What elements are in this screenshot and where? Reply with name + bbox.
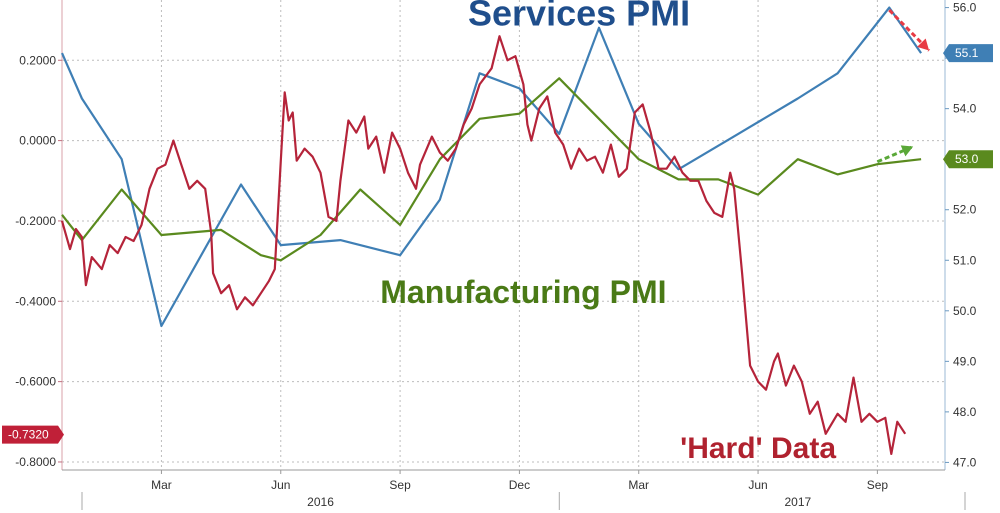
value-badge-text: 55.1 xyxy=(955,46,979,60)
x-tick-label: Mar xyxy=(628,478,649,492)
right-tick-label: 48.0 xyxy=(953,405,977,419)
left-tick-label: -0.2000 xyxy=(15,214,56,228)
left-tick-label: -0.6000 xyxy=(15,375,56,389)
x-tick-label: Jun xyxy=(271,478,290,492)
right-tick-label: 51.0 xyxy=(953,253,977,267)
right-axis: 56.055.054.053.052.051.050.049.048.047.0 xyxy=(944,0,977,470)
x-tick-label: Sep xyxy=(867,478,889,492)
services-pmi-label: Services PMI xyxy=(468,0,690,33)
value-badge xyxy=(943,150,993,169)
x-tick-label: Dec xyxy=(509,478,530,492)
right-tick-label: 49.0 xyxy=(953,354,977,368)
right-tick-label: 54.0 xyxy=(953,102,977,116)
right-tick-label: 52.0 xyxy=(953,203,977,217)
x-axis: Mar Jun Sep Dec Mar Jun Sep 2016 2017 xyxy=(62,469,966,510)
value-badge xyxy=(2,425,64,444)
year-label: 2016 xyxy=(307,495,334,509)
hard-data-label: 'Hard' Data xyxy=(680,432,836,465)
year-label: 2017 xyxy=(784,495,811,509)
down-arrow-head xyxy=(917,38,930,51)
value-badge-text: 53.0 xyxy=(955,152,979,166)
left-tick-label: -0.8000 xyxy=(15,455,56,469)
right-tick-label: 56.0 xyxy=(953,1,977,15)
value-badges: 55.1 53.0 -0.7320 xyxy=(2,44,993,444)
left-tick-label: 0.0000 xyxy=(19,134,56,148)
services-pmi-line xyxy=(60,6,923,328)
value-badge-text: -0.7320 xyxy=(8,428,49,442)
x-tick-label: Sep xyxy=(389,478,411,492)
up-arrow-head xyxy=(900,145,914,157)
manufacturing-pmi-label: Manufacturing PMI xyxy=(380,274,666,310)
x-tick-label: Mar xyxy=(151,478,172,492)
manufacturing-pmi-line xyxy=(61,77,922,262)
right-tick-label: 47.0 xyxy=(953,455,977,469)
down-arrow-shaft xyxy=(888,9,931,52)
x-tick-label: Jun xyxy=(748,478,767,492)
left-tick-label: 0.2000 xyxy=(19,53,56,67)
left-axis: 0.2000 0.0000 -0.2000 -0.4000 -0.6000 -0.8000 xyxy=(15,0,63,470)
annotations: Services PMI Manufacturing PMI 'Hard' Data xyxy=(380,0,836,465)
hard-data-line xyxy=(60,35,907,455)
series-lines xyxy=(60,6,923,455)
grid xyxy=(62,0,945,470)
arrows xyxy=(876,9,931,164)
right-tick-label: 50.0 xyxy=(953,304,977,318)
left-tick-label: -0.4000 xyxy=(15,294,56,308)
value-badge xyxy=(943,44,993,63)
